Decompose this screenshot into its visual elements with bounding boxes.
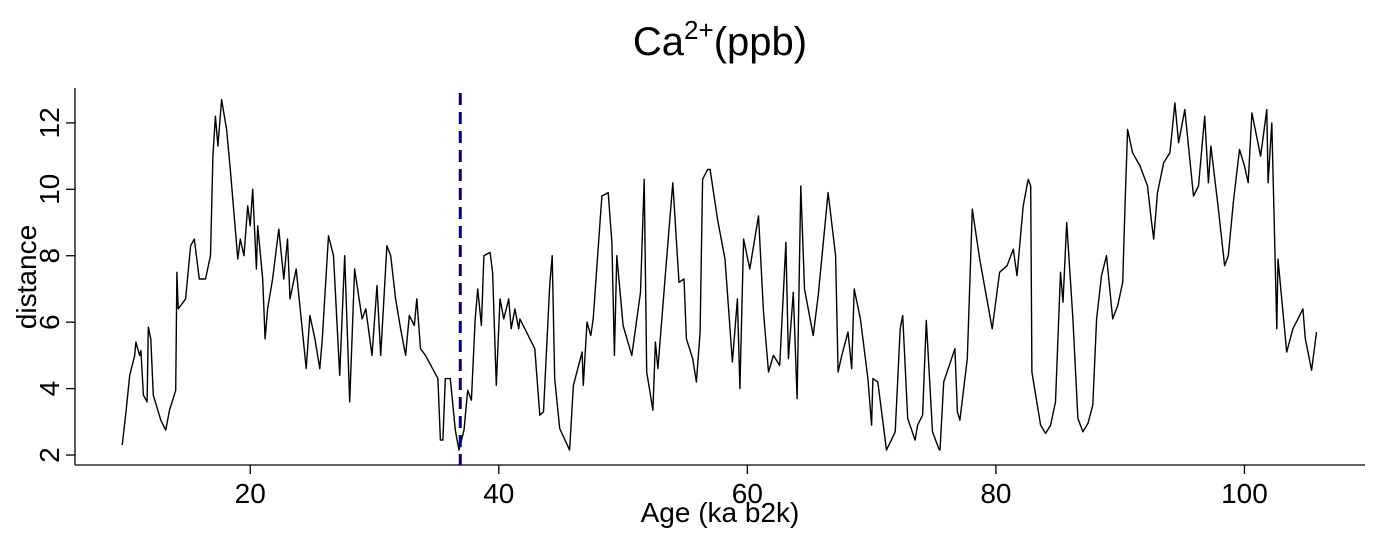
ca-series-line bbox=[121, 98, 1318, 451]
x-ticks: 20 40 60 80 100 bbox=[235, 465, 1268, 509]
x-tick-label: 40 bbox=[483, 478, 514, 509]
y-tick-label: 6 bbox=[34, 314, 65, 330]
x-tick-label: 60 bbox=[732, 478, 763, 509]
y-tick-label: 10 bbox=[34, 174, 65, 205]
y-tick-label: 8 bbox=[34, 248, 65, 264]
y-tick-label: 12 bbox=[34, 107, 65, 138]
x-tick-label: 80 bbox=[980, 478, 1011, 509]
x-tick-label: 100 bbox=[1221, 478, 1268, 509]
y-ticks: 2 4 6 8 10 12 bbox=[34, 107, 75, 463]
y-axis-label: distance bbox=[11, 225, 42, 329]
y-tick-label: 2 bbox=[34, 447, 65, 463]
chart-title: Ca2+(ppb) bbox=[633, 15, 807, 64]
x-axis-label: Age (ka b2k) bbox=[641, 497, 800, 528]
title-superscript: 2+ bbox=[684, 15, 714, 45]
y-tick-label: 4 bbox=[34, 381, 65, 397]
x-tick-label: 20 bbox=[235, 478, 266, 509]
